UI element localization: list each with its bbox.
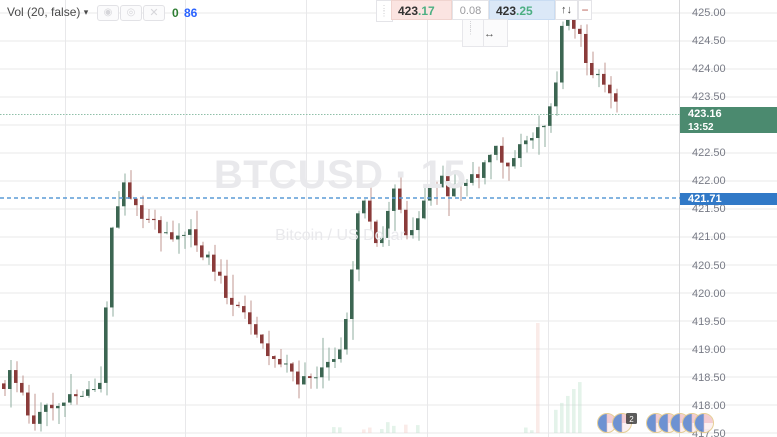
svg-text:2: 2 (629, 415, 634, 424)
